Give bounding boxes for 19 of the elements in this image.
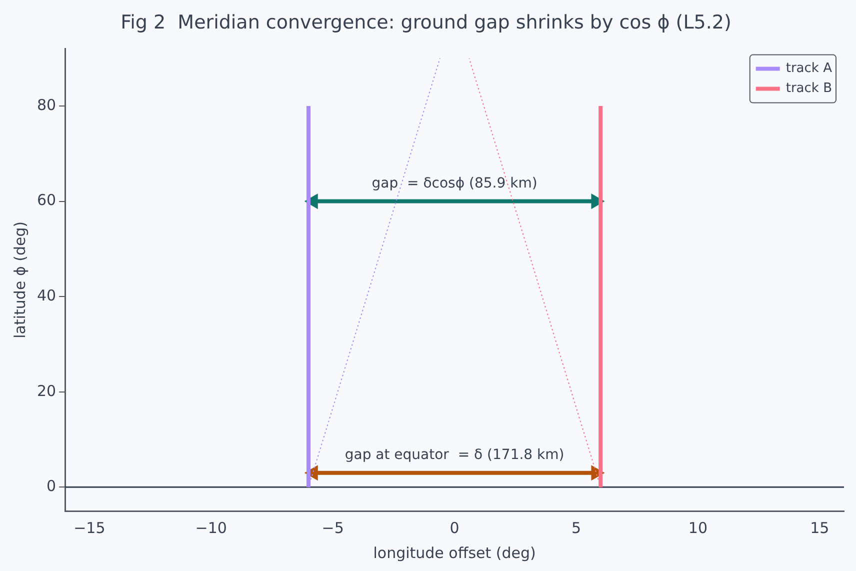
y-tick-label: 80 [36, 96, 56, 114]
x-tick-label: 15 [810, 518, 830, 537]
y-tick-label: 60 [36, 191, 56, 210]
y-axis-title: latitude ϕ (deg) [10, 221, 29, 338]
x-tick-label: −15 [74, 518, 106, 537]
annotation: gap = δcosϕ (85.9 km) [372, 175, 538, 192]
x-tick-label: 10 [688, 518, 708, 537]
chart-title: Fig 2 Meridian convergence: ground gap shrinks by cos ϕ (L5.2) [120, 11, 732, 34]
y-tick-label: 40 [36, 286, 56, 304]
x-tick-label: 5 [571, 518, 582, 537]
y-tick-label: 20 [36, 382, 56, 400]
legend-label: track B [786, 81, 832, 96]
x-tick-label: 0 [450, 518, 460, 537]
x-tick-label: −5 [322, 518, 344, 537]
legend-label: track A [786, 61, 832, 76]
x-axis-title: longitude offset (deg) [373, 544, 536, 562]
x-tick-label: −10 [195, 518, 227, 537]
y-tick-label: 0 [46, 477, 56, 496]
annotation: gap at equator = δ (171.8 km) [344, 446, 564, 463]
